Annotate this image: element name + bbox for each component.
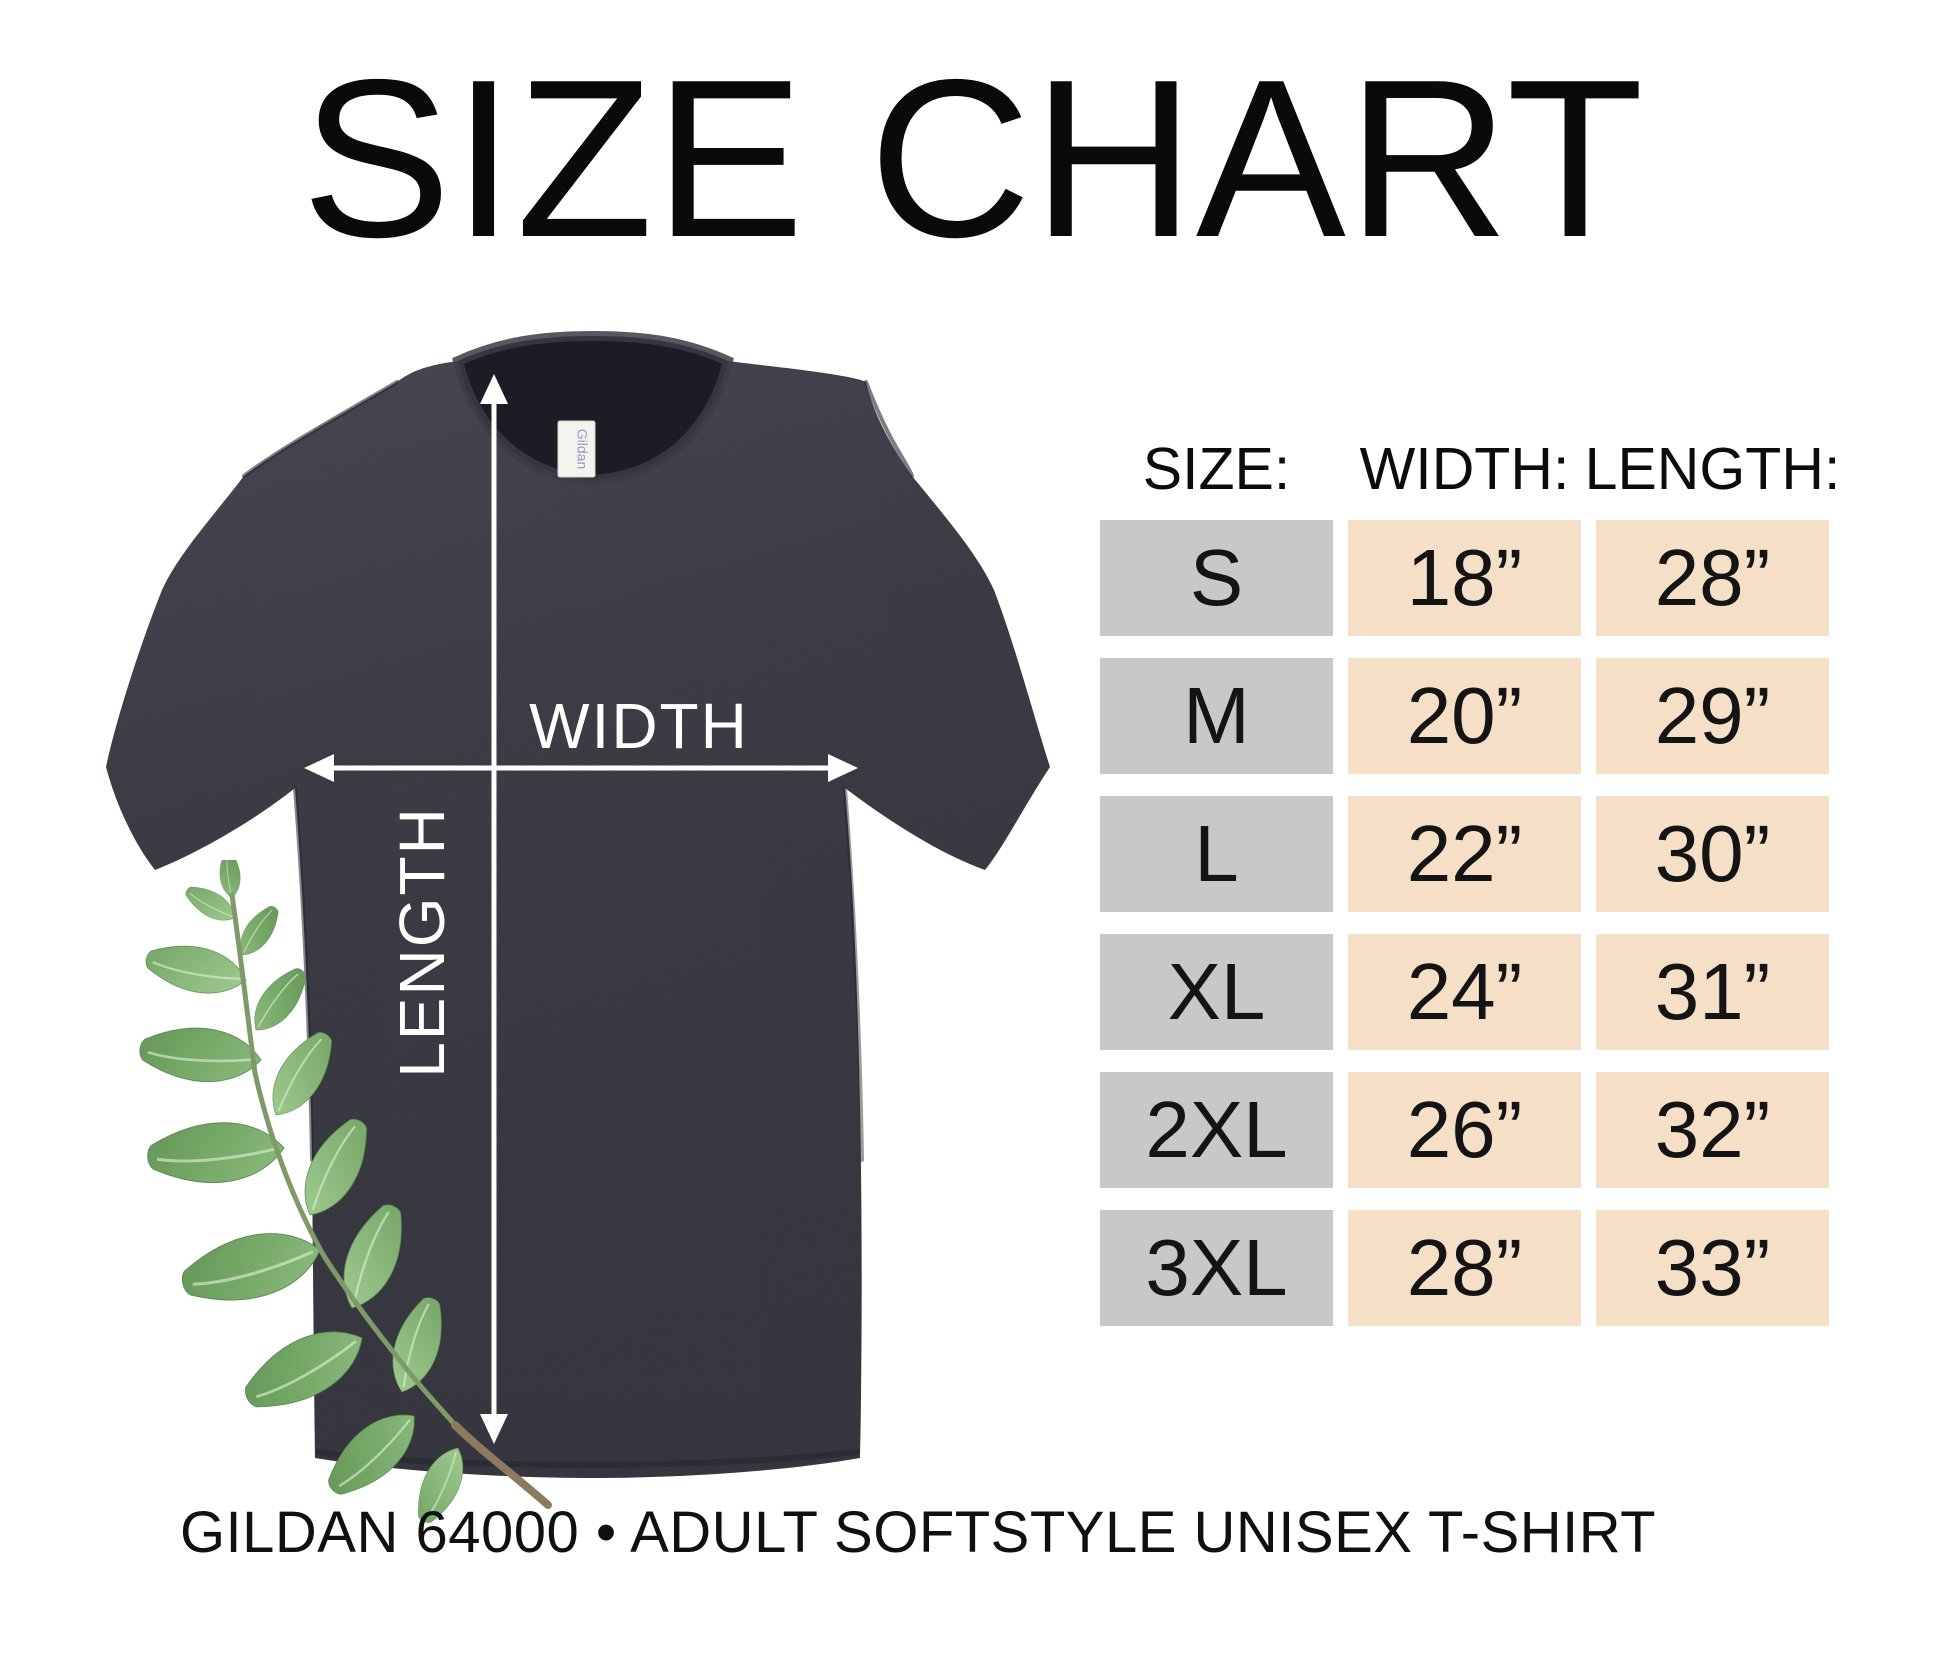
width-arrow bbox=[304, 754, 858, 782]
width-cell-2xl: 26” bbox=[1348, 1072, 1581, 1188]
length-cell-3xl: 33” bbox=[1596, 1210, 1829, 1326]
length-cell-s: 28” bbox=[1596, 520, 1829, 636]
neck-tag: Gildan bbox=[557, 420, 596, 478]
size-table: SIZE: WIDTH: LENGTH: S 18” 28” M 20” 29”… bbox=[1100, 435, 1841, 1326]
width-arrow-label: WIDTH bbox=[529, 690, 749, 762]
length-cell-m: 29” bbox=[1596, 658, 1829, 774]
length-arrow bbox=[480, 374, 508, 1444]
length-cell-2xl: 32” bbox=[1596, 1072, 1829, 1188]
size-cell-2xl: 2XL bbox=[1100, 1072, 1333, 1188]
neck-tag-text: Gildan bbox=[574, 429, 590, 469]
size-cell-l: L bbox=[1100, 796, 1333, 912]
column-header-length: LENGTH: bbox=[1584, 435, 1841, 502]
length-cell-xl: 31” bbox=[1596, 934, 1829, 1050]
collar-band bbox=[452, 330, 734, 486]
product-caption: GILDAN 64000 • ADULT SOFTSTYLE UNISEX T-… bbox=[179, 1500, 1657, 1565]
size-cell-s: S bbox=[1100, 520, 1333, 636]
branch-stem bbox=[229, 892, 552, 1509]
size-cell-3xl: 3XL bbox=[1100, 1210, 1333, 1326]
leaves bbox=[136, 860, 475, 1530]
width-cell-m: 20” bbox=[1348, 658, 1581, 774]
length-arrow-label: LENGTH bbox=[386, 806, 458, 1078]
size-cell-xl: XL bbox=[1100, 934, 1333, 1050]
width-cell-s: 18” bbox=[1348, 520, 1581, 636]
width-cell-l: 22” bbox=[1348, 796, 1581, 912]
leaf-branch-image bbox=[136, 860, 552, 1530]
width-cell-3xl: 28” bbox=[1348, 1210, 1581, 1326]
column-header-size: SIZE: bbox=[1142, 435, 1291, 502]
collar-opening bbox=[458, 336, 728, 480]
width-cell-xl: 24” bbox=[1348, 934, 1581, 1050]
length-cell-l: 30” bbox=[1596, 796, 1829, 912]
size-cell-m: M bbox=[1100, 658, 1333, 774]
column-header-width: WIDTH: bbox=[1359, 435, 1570, 502]
page-title: SIZE CHART bbox=[301, 32, 1645, 284]
